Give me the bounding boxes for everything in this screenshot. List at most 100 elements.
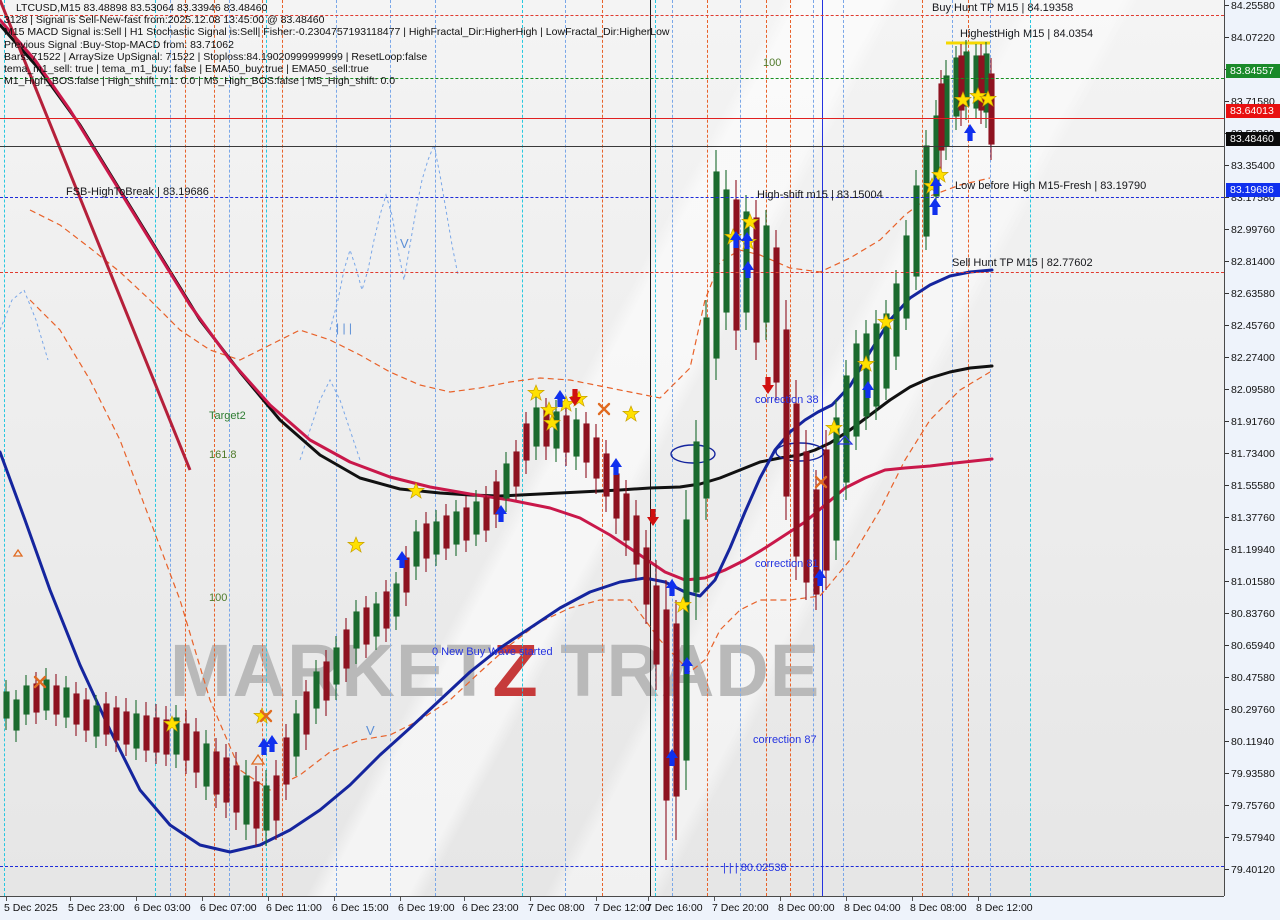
axis-corner <box>1224 896 1280 920</box>
time-tick-mark <box>334 897 335 901</box>
price-tick-label: 80.65940 <box>1225 639 1275 653</box>
ask-price-label: 83.84557 <box>1226 64 1280 78</box>
price-tick-label: 80.29760 <box>1225 703 1275 717</box>
price-tick-label: 79.75760 <box>1225 799 1275 813</box>
time-tick-mark <box>912 897 913 901</box>
time-tick-mark <box>136 897 137 901</box>
session-line <box>229 0 230 896</box>
session-line <box>435 0 436 896</box>
time-tick-label: 6 Dec 07:00 <box>200 902 257 914</box>
sell-hunt-tp-label: Sell Hunt TP M15 | 82.77602 <box>952 257 1093 269</box>
session-line <box>790 0 791 896</box>
time-tick-label: 7 Dec 08:00 <box>528 902 585 914</box>
time-scale[interactable]: 5 Dec 2025 5 Dec 23:00 6 Dec 03:00 6 Dec 07… <box>0 896 1280 920</box>
time-tick-mark <box>530 897 531 901</box>
session-line <box>522 0 523 896</box>
session-line <box>672 0 673 896</box>
session-line <box>766 0 767 896</box>
time-tick-label: 6 Dec 19:00 <box>398 902 455 914</box>
svg-text:| | |: | | | <box>336 321 352 335</box>
time-tick-mark <box>70 897 71 901</box>
price-tick-label: 82.27400 <box>1225 351 1275 365</box>
price-tick-label: 79.57940 <box>1225 831 1275 845</box>
high-shift-m15-label: High-shift m15 | 83.15004 <box>757 189 883 201</box>
svg-text:V: V <box>400 236 409 251</box>
time-tick-label: 5 Dec 23:00 <box>68 902 125 914</box>
chart-plot-area[interactable]: MARKETZ TRADE <box>0 0 1224 896</box>
price-tick-label: 82.99760 <box>1225 223 1275 237</box>
low-before-high-label: Low before High M15-Fresh | 83.19790 <box>955 180 1147 192</box>
candlestick-layer <box>3 40 995 860</box>
time-tick-label: 8 Dec 04:00 <box>844 902 901 914</box>
time-tick-mark <box>400 897 401 901</box>
time-tick-label: 7 Dec 16:00 <box>646 902 703 914</box>
price-tick-label: 80.11940 <box>1225 735 1274 749</box>
time-tick-mark <box>268 897 269 901</box>
time-tick-mark <box>780 897 781 901</box>
session-line <box>262 0 263 896</box>
time-tick-mark <box>846 897 847 901</box>
session-line <box>214 0 215 896</box>
time-tick-label: 7 Dec 20:00 <box>712 902 769 914</box>
stop-price-label: 83.64013 <box>1226 104 1280 118</box>
fib-100-top-label: 100 <box>763 57 782 69</box>
watermark-part1: MARKET <box>170 629 493 712</box>
time-tick-label: 7 Dec 12:00 <box>594 902 651 914</box>
session-line <box>813 0 814 896</box>
time-tick-mark <box>714 897 715 901</box>
price-tick-label: 79.40120 <box>1225 863 1275 877</box>
fib-100-label: 100 <box>209 592 228 604</box>
support-price-label: 83.19686 <box>1226 183 1280 197</box>
level-line-stoploss <box>0 118 1224 119</box>
session-line <box>565 0 566 896</box>
session-line <box>968 0 969 896</box>
time-tick-label: 8 Dec 08:00 <box>910 902 967 914</box>
session-line <box>4 0 5 896</box>
time-tick-label: 6 Dec 03:00 <box>134 902 191 914</box>
session-line <box>922 0 923 896</box>
time-tick-mark <box>596 897 597 901</box>
price-scale[interactable]: 84.2558084.0722083.8940083.7158083.53220… <box>1224 0 1280 896</box>
level-line-buy-hunt-tp <box>0 15 1224 16</box>
session-line <box>822 0 823 896</box>
bid-price-label: 83.48460 <box>1226 132 1280 146</box>
session-line <box>707 0 708 896</box>
level-line-bid <box>0 146 1224 147</box>
chart-background-sheen <box>0 0 1224 896</box>
session-line <box>650 0 651 896</box>
signal-markers-layer: V V | | | <box>12 87 997 766</box>
session-line <box>170 0 171 896</box>
low-level-label: | | | 80.02538 <box>723 862 787 874</box>
price-tick-label: 81.73400 <box>1225 447 1275 461</box>
price-tick-label: 82.81400 <box>1225 255 1275 269</box>
session-line <box>336 0 337 896</box>
time-tick-mark <box>978 897 979 901</box>
svg-text:V: V <box>366 723 375 738</box>
price-tick-label: 82.45760 <box>1225 319 1275 333</box>
level-line-ask <box>0 78 1224 79</box>
time-tick-label: 6 Dec 15:00 <box>332 902 389 914</box>
new-buy-wave-label: 0 New Buy Wave started <box>432 646 553 658</box>
time-tick-label: 6 Dec 11:00 <box>266 902 322 914</box>
correction-38-label: correction 38 <box>755 394 819 406</box>
fsb-hightobreak-label: FSB-HighToBreak | 83.19686 <box>66 186 209 198</box>
session-line <box>155 0 156 896</box>
price-tick-label: 82.63580 <box>1225 287 1275 301</box>
time-tick-mark <box>464 897 465 901</box>
session-line <box>740 0 741 896</box>
level-line-low-level <box>0 866 1224 867</box>
price-tick-label: 82.09580 <box>1225 383 1275 397</box>
price-tick-label: 84.07220 <box>1225 31 1275 45</box>
time-tick-label: 6 Dec 23:00 <box>462 902 519 914</box>
broker-watermark: MARKETZ TRADE <box>170 628 820 713</box>
watermark-part2: Z <box>492 629 539 712</box>
time-tick-mark <box>648 897 649 901</box>
price-tick-label: 81.91760 <box>1225 415 1275 429</box>
indicator-lines-layer <box>0 0 994 854</box>
session-line <box>1030 0 1031 896</box>
time-tick-label: 8 Dec 00:00 <box>778 902 835 914</box>
highest-high-label: HighestHigh M15 | 84.0354 <box>960 28 1094 40</box>
session-line <box>282 0 283 896</box>
time-tick-label: 8 Dec 12:00 <box>976 902 1033 914</box>
